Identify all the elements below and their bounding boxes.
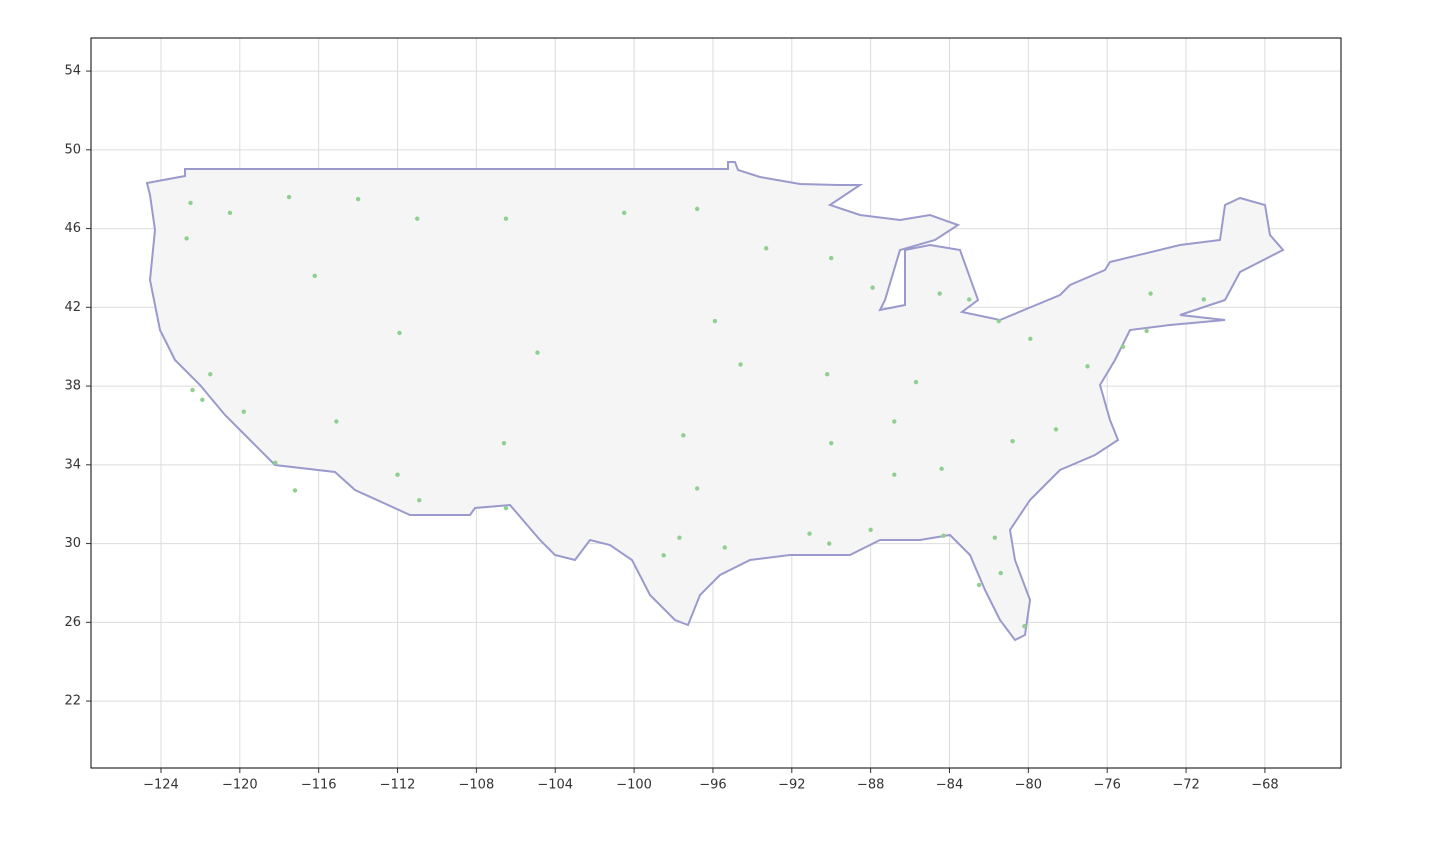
- y-tick-label: 38: [64, 379, 81, 394]
- point: [334, 419, 339, 424]
- point: [535, 350, 540, 355]
- point: [976, 582, 982, 588]
- point: [188, 200, 193, 206]
- point: [1022, 624, 1027, 629]
- point: [937, 291, 942, 296]
- x-tick-label: −108: [459, 778, 495, 793]
- point: [868, 527, 873, 532]
- point: [892, 419, 897, 424]
- point: [941, 533, 946, 538]
- y-tick-label: 34: [64, 457, 81, 472]
- y-tick-label: 54: [64, 64, 81, 79]
- point: [1028, 336, 1033, 342]
- point: [292, 488, 298, 493]
- x-tick-label: −116: [301, 778, 337, 793]
- point: [1053, 427, 1059, 432]
- point: [227, 210, 233, 216]
- x-tick-label: −104: [537, 778, 573, 793]
- point: [1201, 297, 1206, 302]
- point: [395, 472, 400, 477]
- point: [998, 570, 1003, 576]
- point: [208, 372, 213, 377]
- x-tick-label: −68: [1251, 778, 1278, 793]
- point: [712, 318, 718, 324]
- y-tick-label: 22: [64, 694, 81, 709]
- point: [1085, 364, 1090, 369]
- y-tick-label: 42: [64, 300, 81, 315]
- point: [681, 433, 686, 438]
- y-tick-label: 46: [64, 221, 81, 236]
- point: [397, 330, 402, 336]
- point: [738, 362, 743, 367]
- point: [241, 409, 246, 414]
- point: [763, 246, 769, 251]
- point: [870, 285, 875, 290]
- point: [312, 273, 317, 279]
- point: [829, 255, 834, 261]
- point: [694, 206, 700, 212]
- point: [992, 535, 998, 540]
- points: [184, 194, 1206, 629]
- x-tick-label: −120: [222, 778, 258, 793]
- y-tick-label: 50: [64, 142, 81, 157]
- point: [677, 535, 682, 540]
- y-tick-label: 30: [64, 536, 81, 551]
- point: [967, 297, 972, 302]
- point: [1144, 328, 1149, 334]
- point: [503, 216, 509, 221]
- point: [190, 387, 195, 393]
- point: [200, 397, 205, 403]
- point: [184, 236, 189, 241]
- point: [355, 196, 361, 202]
- point: [501, 440, 507, 446]
- x-tick-label: −96: [699, 778, 726, 793]
- point: [415, 216, 420, 221]
- point: [417, 498, 422, 503]
- us-outline: [145, 161, 1285, 642]
- y-tick-label: 26: [64, 615, 81, 630]
- point: [286, 194, 292, 200]
- point: [939, 466, 944, 471]
- point: [825, 372, 830, 377]
- point: [273, 460, 278, 466]
- x-tick-label: −88: [857, 778, 884, 793]
- x-tick-label: −100: [616, 778, 652, 793]
- point: [913, 379, 919, 385]
- point: [807, 531, 812, 536]
- point: [996, 318, 1001, 324]
- x-tick-label: −84: [936, 778, 963, 793]
- point: [622, 210, 627, 216]
- point: [827, 541, 832, 546]
- point: [1148, 291, 1153, 296]
- x-tick-label: −112: [380, 778, 416, 793]
- point: [1120, 344, 1126, 349]
- point: [694, 486, 700, 491]
- point: [503, 505, 509, 511]
- point: [661, 553, 666, 558]
- x-tick-label: −76: [1093, 778, 1120, 793]
- point: [722, 545, 727, 550]
- x-tick-label: −124: [143, 778, 179, 793]
- axes-frame: [90, 37, 1342, 769]
- x-tick-label: −80: [1015, 778, 1042, 793]
- point: [829, 440, 834, 446]
- x-tick-label: −72: [1172, 778, 1199, 793]
- point: [1010, 438, 1015, 444]
- point: [892, 472, 897, 477]
- x-tick-label: −92: [778, 778, 805, 793]
